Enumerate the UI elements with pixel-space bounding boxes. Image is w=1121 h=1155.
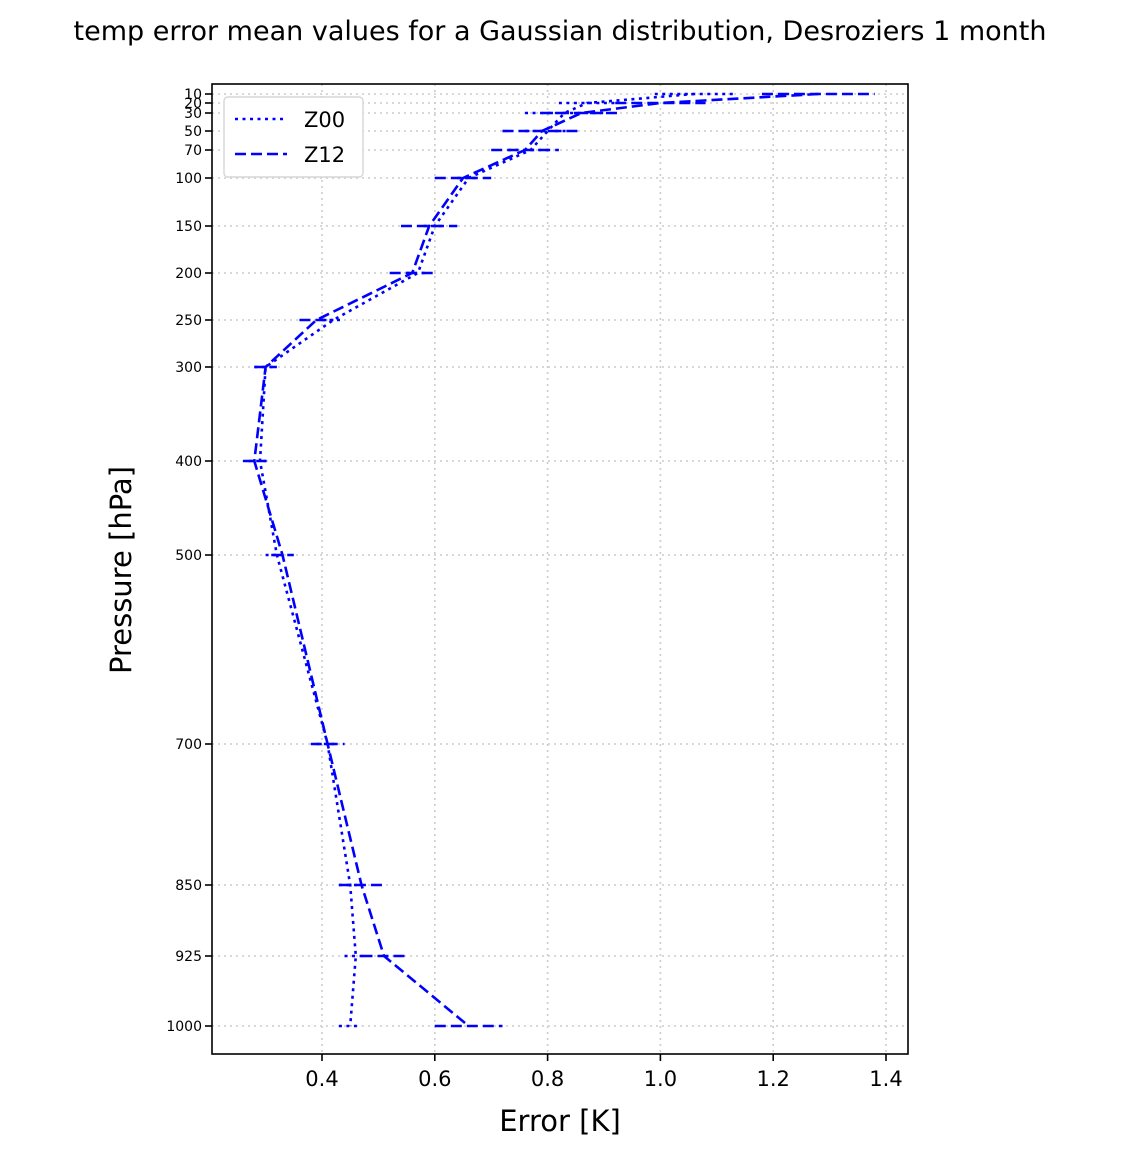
error-bars <box>243 92 875 1028</box>
legend-box <box>223 96 364 178</box>
series-line-z00 <box>258 92 695 1027</box>
y-tick-label: 250 <box>175 313 202 329</box>
y-tick-label: 70 <box>184 143 202 159</box>
x-tick-label: 1.0 <box>644 1067 677 1091</box>
series-line-z12 <box>252 92 819 1028</box>
y-tick-label: 700 <box>175 737 202 753</box>
grid <box>212 84 908 1054</box>
y-tick-label: 20 <box>184 96 202 112</box>
legend-label-z00: Z00 <box>304 108 345 132</box>
y-tick-label: 500 <box>175 548 202 564</box>
y-tick-label: 925 <box>175 949 202 965</box>
x-tick-label: 1.2 <box>756 1067 789 1091</box>
y-tick-label: 300 <box>175 360 202 376</box>
x-axis: 0.4 0.6 0.8 1.0 1.2 1.4 <box>305 1054 903 1091</box>
series-group <box>252 92 819 1028</box>
x-tick-label: 1.4 <box>869 1067 902 1091</box>
y-tick-label: 50 <box>184 124 202 140</box>
legend-label-z12: Z12 <box>304 143 345 167</box>
y-axis-label: Pressure [hPa] <box>104 466 138 674</box>
y-tick-label: 400 <box>175 454 202 470</box>
x-tick-label: 0.8 <box>531 1067 564 1091</box>
x-tick-label: 0.6 <box>418 1067 451 1091</box>
y-tick-label: 10 <box>184 87 202 103</box>
chart-title: temp error mean values for a Gaussian di… <box>74 16 1047 47</box>
plot-frame <box>211 83 909 1055</box>
y-tick-label: 1000 <box>166 1019 202 1035</box>
y-tick-label: 100 <box>175 171 202 187</box>
y-tick-label: 200 <box>175 266 202 282</box>
y-tick-label: 30 <box>184 106 202 122</box>
y-tick-label: 850 <box>175 878 202 894</box>
y-tick-label: 150 <box>175 219 202 235</box>
x-tick-label: 0.4 <box>305 1067 338 1091</box>
x-axis-label: Error [K] <box>499 1104 621 1138</box>
